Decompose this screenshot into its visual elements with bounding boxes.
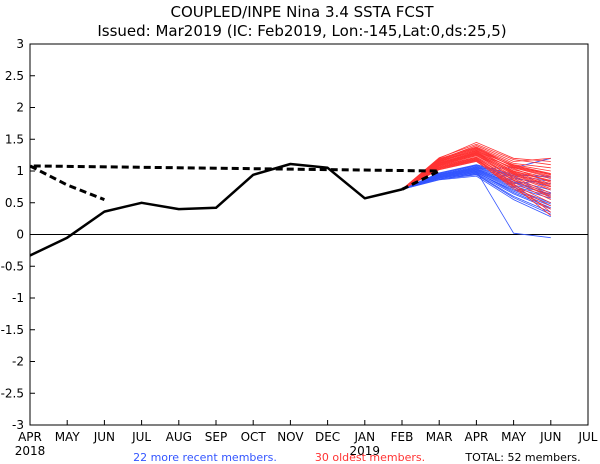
y-tick-label: -1.5: [1, 323, 24, 337]
footer-total: TOTAL: 52 members.: [464, 451, 580, 464]
footer-recent: 22 more recent members.: [133, 451, 277, 464]
x-tick-label: APR: [465, 430, 489, 444]
ensemble-member-recent: [401, 171, 551, 209]
x-tick-label: MAY: [501, 430, 527, 444]
y-tick-label: -2.5: [1, 386, 24, 400]
y-tick-label: 3: [16, 37, 24, 51]
x-tick-label: OCT: [241, 430, 267, 444]
x-tick-label: JUL: [577, 430, 597, 444]
x-tick-label: JUL: [131, 430, 151, 444]
ensemble-member-oldest: [401, 148, 551, 190]
ensemble-member-oldest: [401, 157, 551, 199]
x-tick-label: JUN: [93, 430, 115, 444]
chart-title: COUPLED/INPE Nina 3.4 SSTA FCST: [170, 3, 434, 21]
x-tick-label: JUN: [539, 430, 561, 444]
year-label: 2018: [15, 444, 46, 458]
footer-oldest: 30 oldest members.: [315, 451, 425, 464]
y-tick-label: 2: [16, 101, 24, 115]
ensemble-mean-line: [29, 164, 440, 201]
ensemble-member-oldest: [401, 143, 551, 190]
y-tick-label: -0.5: [1, 259, 24, 273]
ensemble-member-recent: [401, 174, 551, 215]
year-label: 2019: [350, 444, 381, 458]
y-tick-label: 0.5: [5, 196, 24, 210]
x-tick-label: NOV: [277, 430, 304, 444]
y-tick-label: -2: [12, 355, 24, 369]
y-tick-label: 0: [16, 228, 24, 242]
chart-subtitle: Issued: Mar2019 (IC: Feb2019, Lon:-145,L…: [97, 22, 506, 40]
x-tick-label: JAN: [354, 430, 376, 444]
y-tick-label: 1.5: [5, 132, 24, 146]
x-tick-label: MAY: [55, 430, 81, 444]
ensemble-member-oldest: [401, 159, 552, 216]
x-tick-label: APR: [18, 430, 42, 444]
y-tick-label: -3: [12, 418, 24, 432]
x-tick-label: AUG: [166, 430, 192, 444]
x-tick-label: MAR: [426, 430, 453, 444]
x-tick-label: SEP: [205, 430, 227, 444]
observed-line: [29, 162, 403, 257]
x-tick-label: FEB: [391, 430, 414, 444]
x-tick-label: DEC: [315, 430, 340, 444]
ensemble-member-oldest: [401, 152, 551, 190]
y-tick-label: -1: [12, 291, 24, 305]
ensemble-member-oldest: [401, 147, 551, 190]
y-tick-label: 2.5: [5, 69, 24, 83]
y-tick-label: 1: [16, 164, 24, 178]
